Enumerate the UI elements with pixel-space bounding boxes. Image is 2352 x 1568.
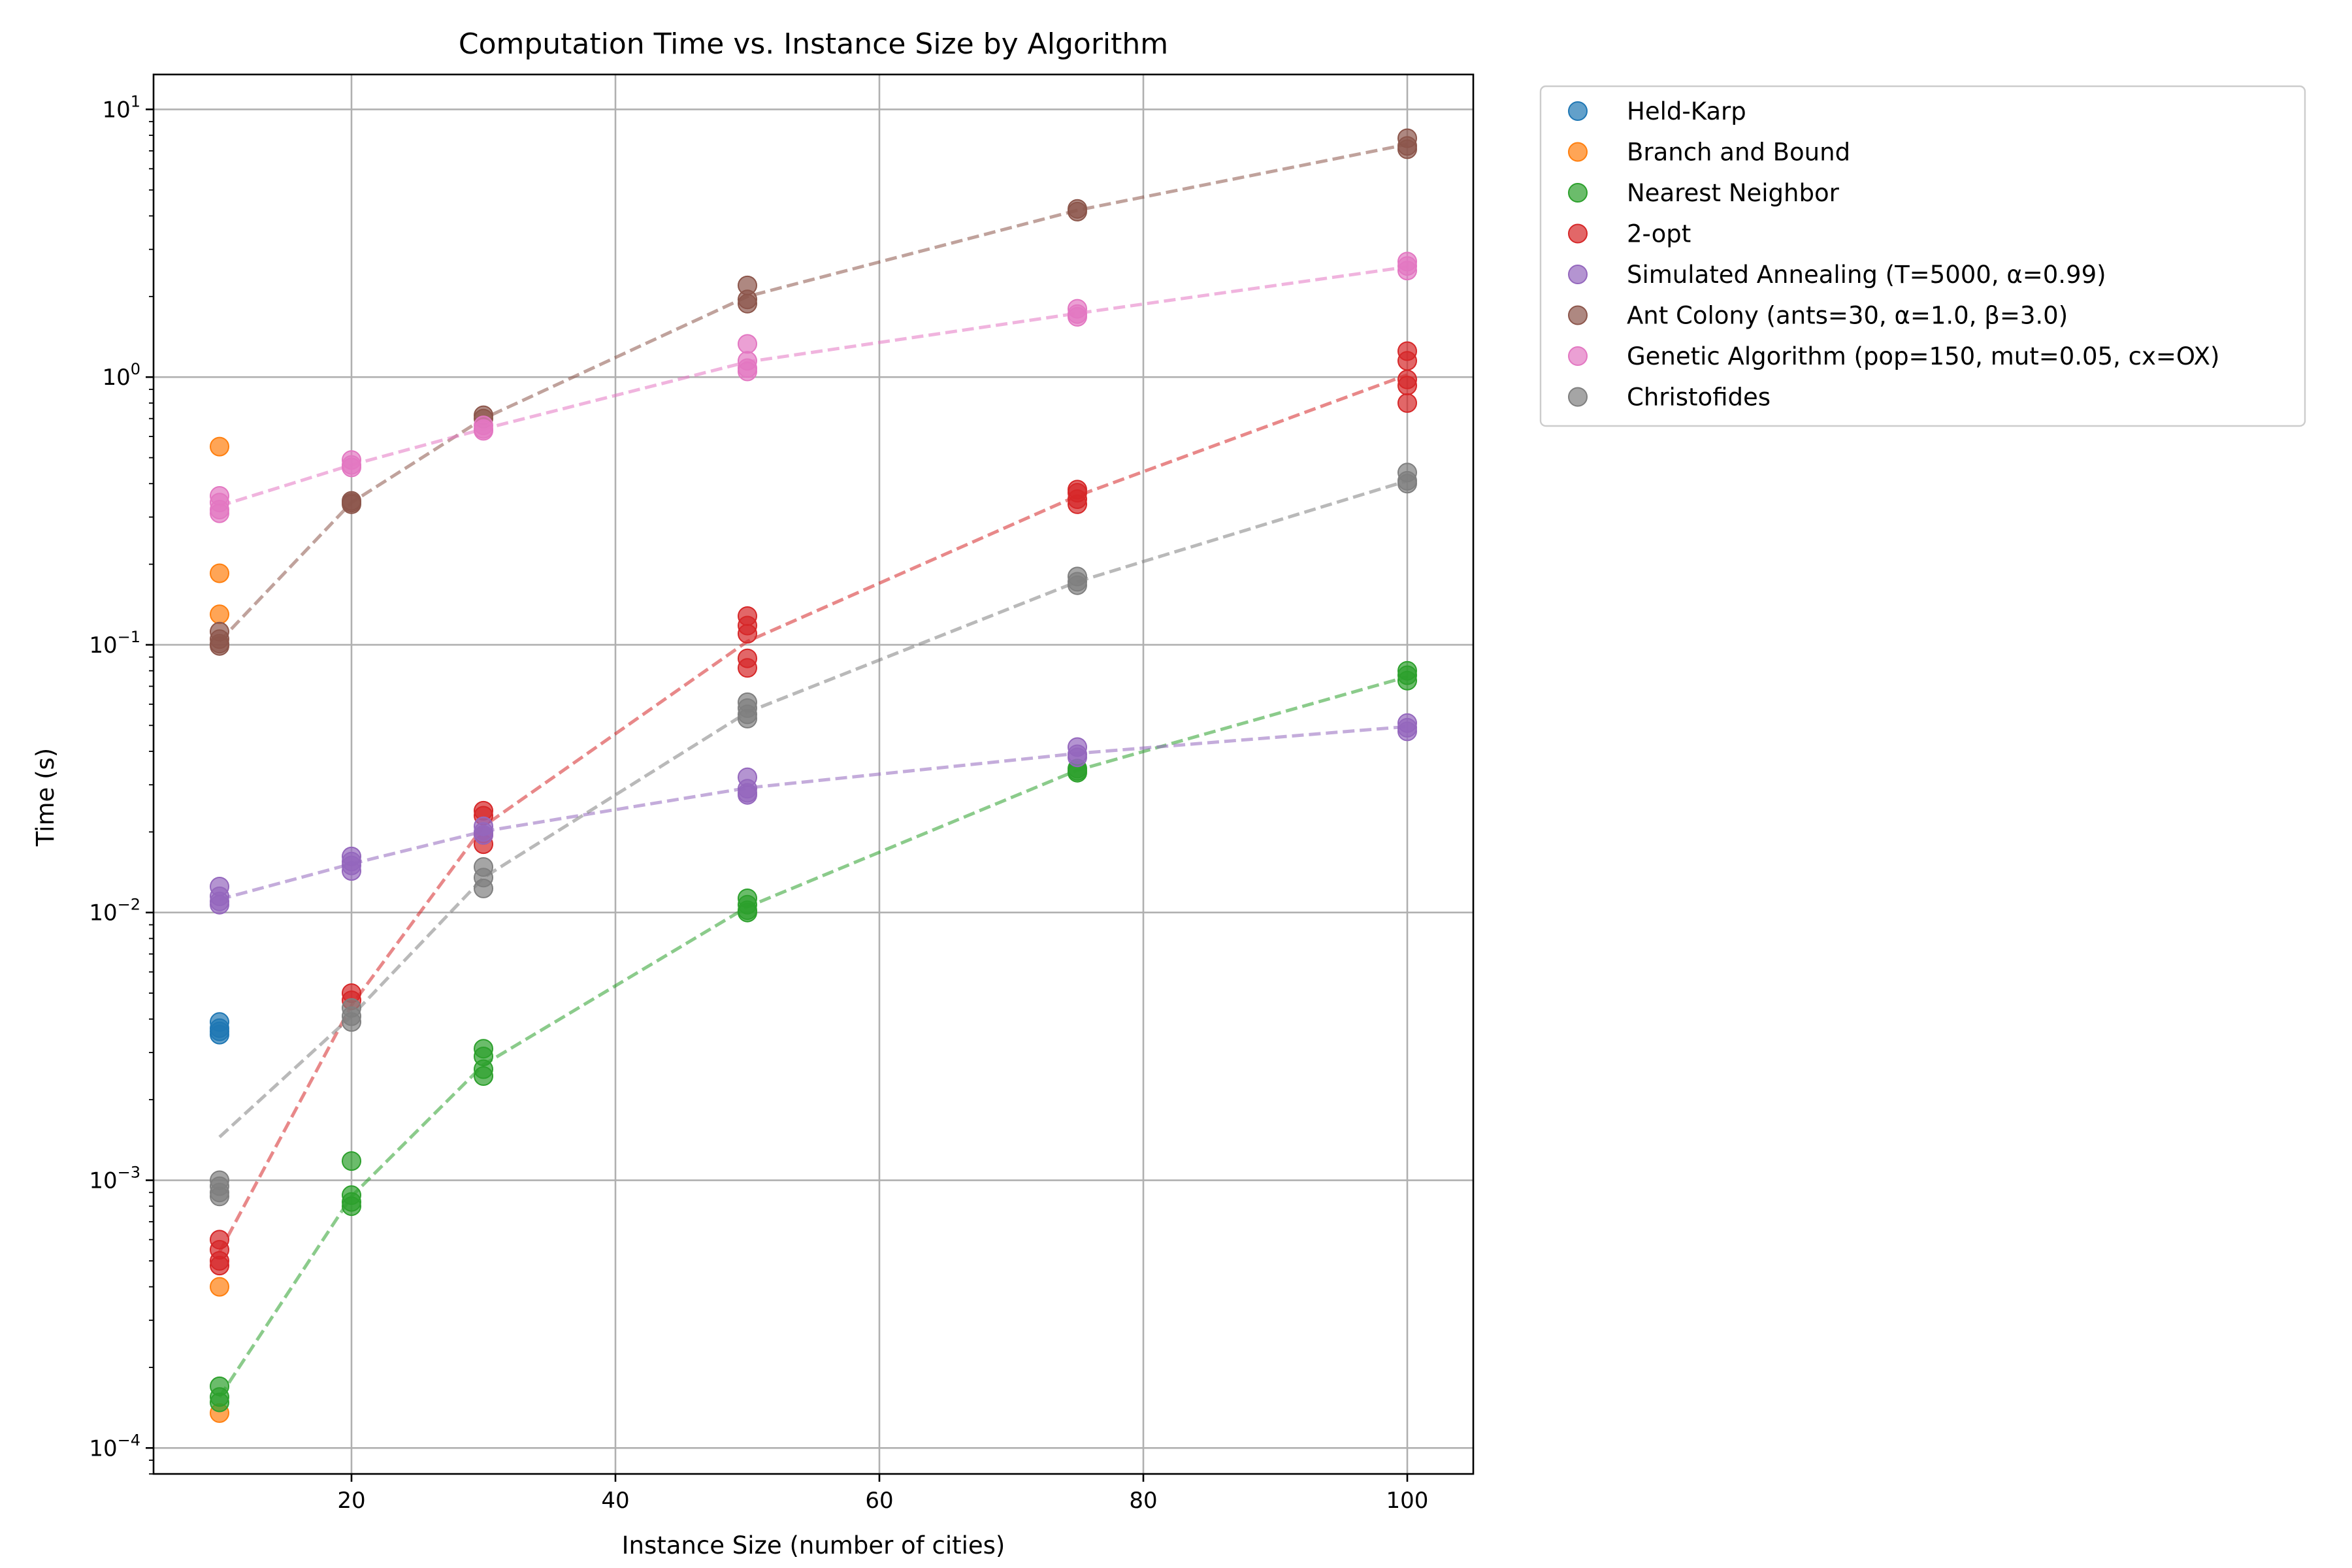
data-point — [210, 503, 229, 523]
legend: Held-Karp Branch and Bound Nearest Neighbo… — [1539, 85, 2306, 427]
legend-marker — [1568, 265, 1588, 284]
trend-line — [218, 373, 1408, 1253]
data-point — [738, 902, 757, 923]
data-point — [1397, 474, 1417, 494]
data-point — [210, 636, 229, 656]
legend-label: Branch and Bound — [1627, 139, 1850, 167]
x-tick-label: 60 — [865, 1488, 893, 1514]
data-point — [474, 1066, 493, 1086]
x-tick-label: 80 — [1129, 1488, 1157, 1514]
data-point — [342, 457, 361, 478]
series-points — [210, 661, 1417, 1413]
y-tick-label: 10−3 — [89, 1164, 140, 1194]
data-point — [474, 421, 493, 441]
legend-entry: Branch and Bound — [1568, 139, 1850, 167]
series-points — [210, 1012, 229, 1045]
chart-title: Computation Time vs. Instance Size by Al… — [459, 27, 1168, 61]
y-tick-label: 101 — [102, 92, 140, 123]
legend-marker — [1568, 142, 1588, 162]
legend-marker — [1568, 346, 1588, 366]
legend-entry: Christofides — [1568, 384, 1771, 412]
legend-entry: 2-opt — [1568, 220, 1691, 248]
legend-entry: Simulated Annealing (T=5000, α=0.99) — [1568, 261, 2106, 289]
data-point — [1397, 376, 1417, 396]
x-tick-label: 40 — [601, 1488, 629, 1514]
legend-label: Nearest Neighbor — [1627, 179, 1840, 207]
x-tick-label: 20 — [337, 1488, 365, 1514]
data-point — [738, 708, 757, 728]
trend-line — [218, 142, 1408, 643]
x-axis-label: Instance Size (number of cities) — [622, 1531, 1005, 1560]
data-point — [738, 334, 757, 354]
data-point — [738, 785, 757, 805]
legend-marker — [1568, 305, 1588, 325]
data-point — [1068, 201, 1087, 221]
legend-label: Christofides — [1627, 384, 1771, 412]
data-point — [474, 825, 493, 845]
trend-line — [219, 725, 1408, 902]
legend-marker — [1568, 223, 1588, 244]
data-point — [1397, 139, 1417, 159]
data-point — [342, 494, 361, 514]
legend-label: Held-Karp — [1627, 97, 1746, 125]
series-points — [210, 341, 1417, 1276]
y-tick-label: 10−2 — [89, 896, 140, 926]
legend-marker — [1568, 183, 1588, 203]
legend-entry: Held-Karp — [1568, 97, 1746, 125]
data-point — [210, 563, 229, 583]
series-points — [210, 128, 1417, 656]
data-point — [342, 861, 361, 881]
trend-line — [218, 675, 1408, 1398]
legend-marker — [1568, 387, 1588, 407]
data-point — [210, 1256, 229, 1276]
data-point — [738, 658, 757, 678]
legend-label: 2-opt — [1627, 220, 1691, 248]
y-tick-label: 10−4 — [89, 1431, 140, 1462]
data-point — [738, 293, 757, 314]
data-point — [210, 604, 229, 625]
data-point — [210, 436, 229, 457]
data-point — [210, 894, 229, 915]
data-point — [738, 624, 757, 644]
data-point — [1397, 261, 1417, 281]
data-point — [210, 1277, 229, 1297]
y-tick-label: 10−1 — [89, 628, 140, 659]
x-tick-label: 100 — [1386, 1488, 1429, 1514]
data-point — [1397, 721, 1417, 742]
data-point — [342, 1151, 361, 1171]
plot-frame — [152, 73, 1475, 1475]
data-point — [1397, 393, 1417, 413]
legend-label: Ant Colony (ants=30, α=1.0, β=3.0) — [1627, 302, 2068, 330]
series-points — [210, 713, 1417, 915]
trend-line — [219, 265, 1408, 508]
series-points — [210, 463, 1417, 1207]
trend-line — [218, 479, 1408, 1139]
data-point — [1068, 306, 1087, 327]
data-point — [1068, 494, 1087, 514]
data-point — [210, 1024, 229, 1045]
legend-label: Genetic Algorithm (pop=150, mut=0.05, cx… — [1627, 342, 2219, 370]
legend-entry: Genetic Algorithm (pop=150, mut=0.05, cx… — [1568, 342, 2219, 370]
legend-label: Simulated Annealing (T=5000, α=0.99) — [1627, 261, 2106, 289]
legend-entry: Ant Colony (ants=30, α=1.0, β=3.0) — [1568, 302, 2068, 330]
legend-frame — [1539, 85, 2306, 427]
data-point — [1397, 670, 1417, 691]
plot-area — [210, 128, 1417, 1423]
y-axis-label: Time (s) — [31, 748, 59, 847]
data-point — [738, 361, 757, 382]
y-tick-label: 100 — [102, 360, 140, 391]
data-point — [342, 1196, 361, 1217]
data-point — [1068, 575, 1087, 595]
legend-marker — [1568, 101, 1588, 121]
data-point — [474, 878, 493, 898]
legend-entry: Nearest Neighbor — [1568, 179, 1840, 207]
data-point — [342, 1012, 361, 1032]
data-point — [1397, 351, 1417, 371]
data-point — [210, 1392, 229, 1413]
series-points — [210, 252, 1417, 523]
data-point — [1068, 747, 1087, 768]
data-point — [210, 1186, 229, 1207]
